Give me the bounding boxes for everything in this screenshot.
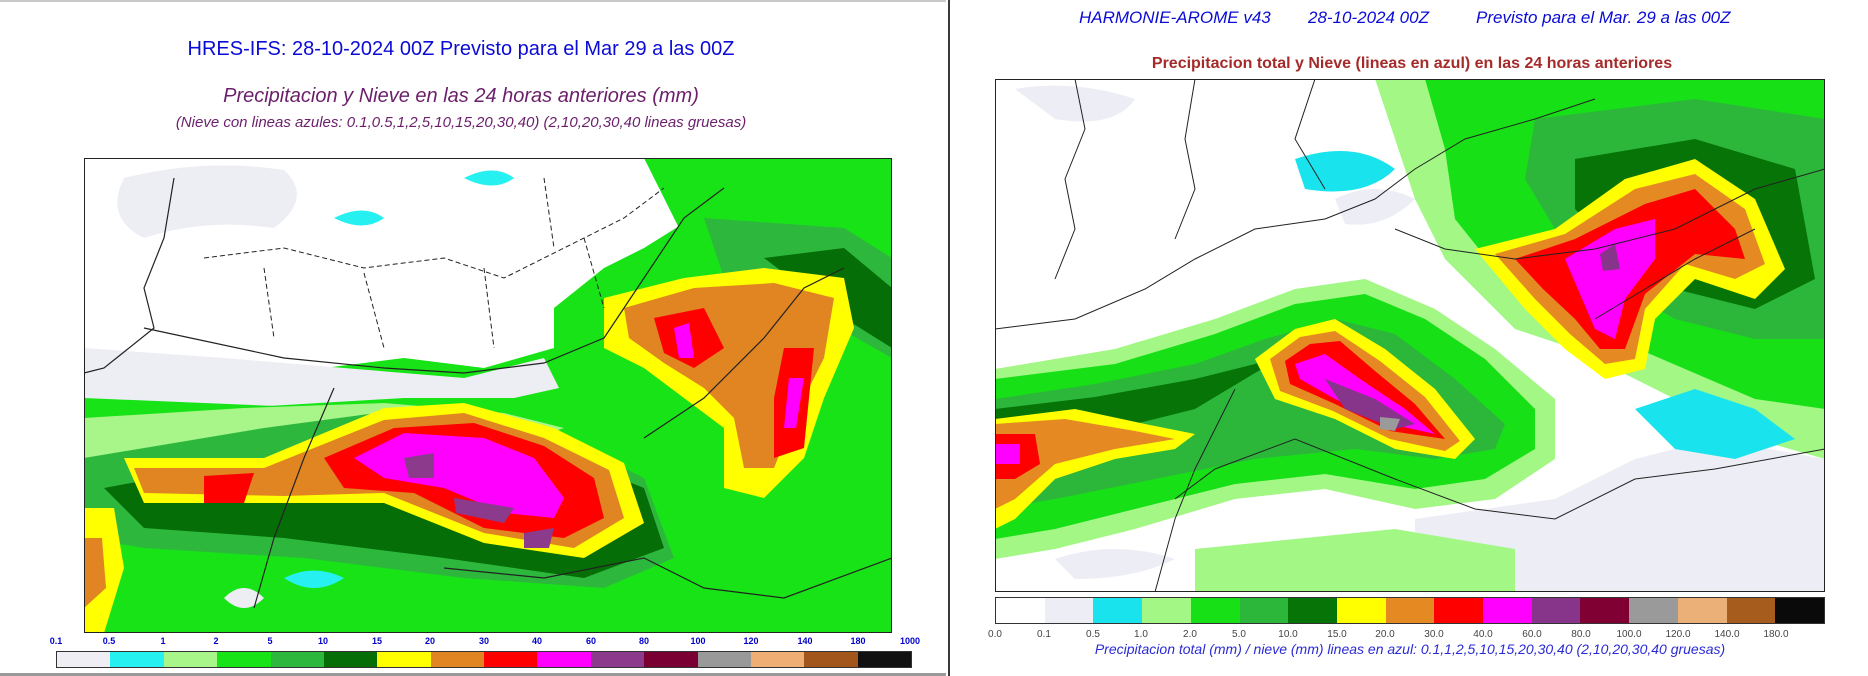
left-snow-note: (Nieve con lineas azules: 0.1,0.5,1,2,5,… [175,114,747,131]
right-scale-label: 15.0 [1327,629,1347,640]
right-caption: Precipitacion total (mm) / nieve (mm) li… [1094,641,1726,657]
right-scale-label: 0.0 [988,629,1002,640]
left-scale-label: 60 [585,636,597,646]
left-colorbar-swatch [377,652,431,667]
right-colorbar-swatch [1434,598,1484,623]
left-colorbar-swatch [857,652,911,667]
right-colorbar-swatch [1531,598,1581,623]
right-header-valid: Previsto para el Mar. 29 a las 00Z [1476,8,1731,27]
left-colorbar-swatch [484,652,538,667]
left-scale-label: 30 [478,636,490,646]
right-colorbar-swatch [1190,598,1240,623]
left-scale-label: 0.5 [102,636,116,646]
left-colorbar-swatch [697,652,751,667]
right-colorbar-swatch [1336,598,1386,623]
left-colorbar-swatch [590,652,645,667]
right-scale-label: 0.5 [1086,629,1100,640]
right-scale-label: 180.0 [1763,629,1789,640]
right-colorbar-swatch [1288,598,1337,623]
right-colorbar-swatch [1385,598,1435,623]
harmonie-arome-panel: HARMONIE-AROME v43 28-10-2024 00Z Previs… [952,0,1868,676]
right-colorbar-swatch [1239,598,1289,623]
left-precipitation-map [84,158,892,633]
left-scale-label: 10 [317,636,329,646]
right-scale-label: 140.0 [1714,629,1740,640]
left-colorbar-swatch [644,652,698,667]
right-header-model: HARMONIE-AROME v43 [1079,8,1271,27]
right-scale-label: 120.0 [1665,629,1691,640]
left-subtitle: Precipitacion y Nieve en las 24 horas an… [223,85,699,107]
left-scale-label: 20 [424,636,436,646]
right-scale-label: 1.0 [1134,629,1148,640]
left-scale-label: 2 [213,636,219,646]
right-scale-label: 10.0 [1278,629,1298,640]
right-colorbar-swatch [1044,598,1094,623]
right-title: Precipitacion total y Nieve (lineas en a… [1151,55,1673,72]
right-colorbar-swatch [1629,598,1678,623]
left-scale-label: 180 [850,636,866,646]
right-scale-label: 80.0 [1571,629,1591,640]
left-scale-label: 0.1 [49,636,63,646]
right-header-run: 28-10-2024 00Z [1308,8,1429,27]
left-colorbar-swatch [57,652,111,667]
left-scale-label: 15 [371,636,383,646]
left-colorbar-swatch [537,652,591,667]
left-scale-label: 140 [797,636,813,646]
left-colorbar-swatch [750,652,805,667]
left-colorbar-swatch [163,652,218,667]
right-scale-label: 5.0 [1232,629,1246,640]
hres-ifs-panel: HRES-IFS: 28-10-2024 00Z Previsto para e… [0,0,946,676]
right-precipitation-map [995,79,1825,592]
panel-divider-line [948,0,950,676]
left-colorbar-swatch [323,652,378,667]
right-colorbar-swatch [996,598,1045,623]
left-scale-label: 80 [638,636,650,646]
left-scale-label: 5 [267,636,273,646]
right-scale-label: 2.0 [1183,629,1197,640]
right-colorbar-swatch [1142,598,1191,623]
right-colorbar [995,597,1825,624]
right-scale-label: 30.0 [1424,629,1444,640]
right-scale-label: 0.1 [1037,629,1051,640]
left-scale-label: 40 [531,636,543,646]
right-colorbar-swatch [1775,598,1824,623]
right-scale-label: 20.0 [1375,629,1395,640]
left-scale-label: 1 [160,636,166,646]
right-scale-label: 40.0 [1473,629,1493,640]
left-colorbar-swatch [804,652,858,667]
right-colorbar-labels: 0.0 0.1 0.5 1.0 2.0 5.0 10.0 15.0 20.0 3… [952,629,1868,641]
left-colorbar-swatch [270,652,324,667]
left-title: HRES-IFS: 28-10-2024 00Z Previsto para e… [187,38,735,60]
left-colorbar-swatch [217,652,271,667]
left-scale-label: 120 [743,636,759,646]
left-colorbar [56,651,912,668]
right-colorbar-swatch [1093,598,1143,623]
left-scale-label: 1000 [899,636,921,646]
left-colorbar-swatch [430,652,484,667]
right-colorbar-swatch [1677,598,1727,623]
right-colorbar-swatch [1483,598,1532,623]
right-colorbar-swatch [1580,598,1630,623]
left-colorbar-swatch [110,652,164,667]
right-scale-label: 60.0 [1522,629,1542,640]
left-colorbar-labels: 0.1 0.5 1 2 5 10 15 20 30 40 60 80 100 1… [0,636,946,648]
right-colorbar-swatch [1726,598,1776,623]
left-scale-label: 100 [690,636,706,646]
right-scale-label: 100.0 [1616,629,1642,640]
